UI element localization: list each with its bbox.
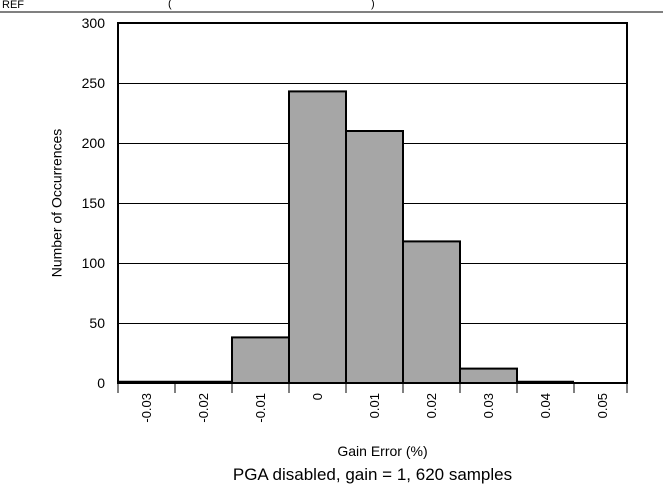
axes: [117, 22, 628, 393]
histogram-bar: [345, 130, 404, 384]
header-paren-open: (: [168, 0, 172, 10]
chart-caption: PGA disabled, gain = 1, 620 samples: [233, 465, 512, 484]
x-tick-label: -0.03: [139, 393, 154, 423]
histogram-bar: [402, 240, 461, 384]
plot-frame: [117, 22, 628, 384]
x-tick-label: -0.02: [196, 393, 211, 423]
x-tick-label: 0.04: [538, 393, 553, 418]
y-tick-labels: 0 50 100 150 200 250 300: [82, 15, 106, 391]
histogram-bar: [231, 336, 290, 384]
y-tick-label: 250: [82, 75, 106, 91]
x-tick-label: 0.05: [595, 393, 610, 418]
x-tick-label: 0: [310, 393, 325, 400]
y-tick-label: 150: [82, 195, 106, 211]
x-tick-label: 0.01: [367, 393, 382, 418]
header-left-fragment: REF: [2, 0, 24, 11]
histogram-bar: [288, 90, 347, 385]
bars: [118, 90, 574, 385]
x-tick-labels: -0.03 -0.02 -0.01 0 0.01 0.02 0.03 0.04 0.05: [139, 393, 610, 423]
y-axis-title: Number of Occurrences: [49, 129, 65, 278]
y-tick-label: 50: [89, 315, 105, 331]
y-tick-label: 0: [97, 375, 105, 391]
y-tick-label: 200: [82, 135, 106, 151]
y-tick-label: 300: [82, 15, 106, 31]
x-axis-title: Gain Error (%): [337, 443, 427, 459]
x-tick-label: 0.02: [424, 393, 439, 418]
y-tick-label: 100: [82, 255, 106, 271]
x-tick-label: -0.01: [253, 393, 268, 423]
header-paren-close: ): [371, 0, 375, 10]
histogram-bar: [459, 367, 518, 385]
x-tick-label: 0.03: [481, 393, 496, 418]
